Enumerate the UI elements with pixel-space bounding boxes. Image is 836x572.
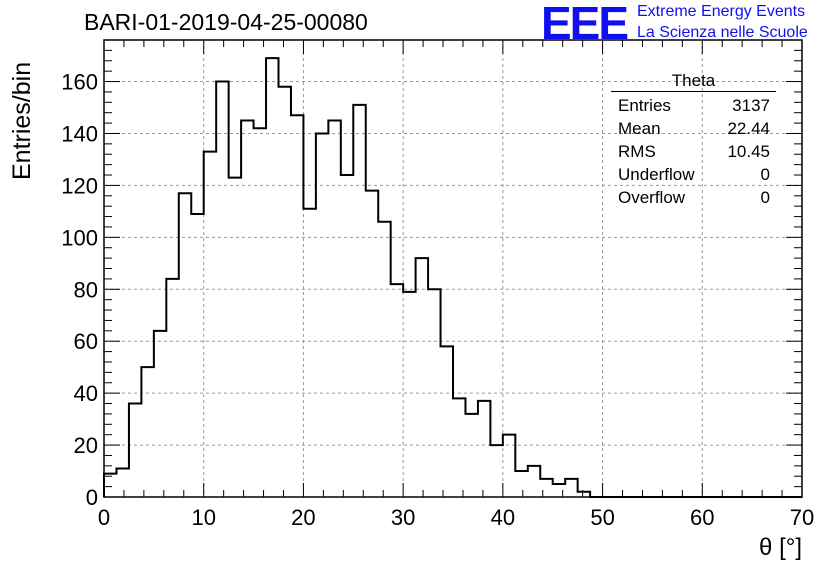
histogram-bin — [179, 193, 191, 497]
x-tick-label: 0 — [98, 505, 110, 530]
y-tick-label: 160 — [61, 70, 98, 95]
histogram-bin — [540, 479, 552, 497]
stats-row-underflow: Underflow 0 — [611, 163, 776, 186]
stats-row-rms: RMS 10.45 — [611, 140, 776, 163]
stats-row-overflow: Overflow 0 — [611, 186, 776, 209]
histogram-bin — [465, 414, 477, 497]
histogram-bin — [490, 445, 502, 497]
x-axis-label: θ [°] — [759, 534, 802, 561]
stats-label: Mean — [618, 119, 661, 138]
axes-frame — [103, 39, 803, 498]
histogram-bin — [403, 292, 415, 497]
x-tick-label: 40 — [491, 505, 515, 530]
tick-labels: 0 10 20 30 40 50 60 70 0 20 40 60 80 100 120 140 160 — [61, 70, 814, 530]
histogram-bin — [166, 279, 178, 497]
histogram-bin — [316, 133, 328, 497]
histogram-bin — [441, 346, 453, 497]
x-tick-label: 20 — [291, 505, 315, 530]
histogram-bin — [141, 367, 153, 497]
stats-label: Overflow — [618, 188, 686, 207]
stats-value: 3137 — [732, 96, 770, 115]
histogram-bin — [378, 222, 390, 497]
histogram-bin — [104, 474, 116, 497]
histogram-bin — [341, 175, 353, 497]
histogram-bin — [503, 435, 515, 497]
histogram-bin — [528, 466, 540, 497]
y-tick-label: 80 — [74, 277, 98, 302]
stats-title: Theta — [611, 72, 776, 92]
histogram-bin — [229, 178, 241, 497]
eee-logo: EEE — [541, 0, 629, 49]
stats-value: 0 — [760, 165, 770, 184]
stats-value: 0 — [760, 188, 770, 207]
histogram-bin — [191, 214, 203, 497]
histogram-bin — [453, 398, 465, 497]
histogram-bin — [116, 468, 128, 497]
stats-box: Theta Entries 3137 Mean 22.44 RMS 10.45 … — [611, 72, 776, 209]
y-tick-label: 20 — [74, 433, 98, 458]
histogram-bin — [129, 404, 141, 497]
chart-title: BARI-01-2019-04-25-00080 — [84, 9, 368, 35]
y-tick-label: 60 — [74, 329, 98, 354]
y-tick-label: 0 — [86, 485, 98, 510]
histogram-bin — [553, 484, 565, 497]
histogram-bin — [291, 115, 303, 497]
stats-row-entries: Entries 3137 — [611, 94, 776, 117]
x-tick-label: 60 — [690, 505, 714, 530]
stats-label: Entries — [618, 96, 671, 115]
histogram-bin — [353, 105, 365, 497]
stats-value: 10.45 — [727, 142, 770, 161]
histogram-bin — [478, 401, 490, 497]
stats-value: 22.44 — [727, 119, 770, 138]
stats-label: RMS — [618, 142, 656, 161]
histogram-bin — [279, 87, 291, 497]
histogram-bin — [303, 209, 315, 497]
histogram-bin — [154, 331, 166, 497]
x-tick-label: 70 — [790, 505, 814, 530]
histogram-bin — [416, 258, 428, 497]
x-tick-label: 10 — [191, 505, 215, 530]
histogram-bin — [391, 284, 403, 497]
x-tick-label: 30 — [391, 505, 415, 530]
y-tick-label: 140 — [61, 121, 98, 146]
histogram-bin — [241, 120, 253, 497]
histogram-bin — [254, 128, 266, 497]
histogram-bin — [515, 471, 527, 497]
histogram-bin — [266, 58, 278, 497]
stats-label: Underflow — [618, 165, 695, 184]
histogram-bin — [366, 191, 378, 497]
histogram-bin — [328, 120, 340, 497]
y-axis-label: Entries/bin — [8, 61, 36, 180]
stats-row-mean: Mean 22.44 — [611, 117, 776, 140]
y-tick-label: 120 — [61, 173, 98, 198]
y-tick-label: 40 — [74, 381, 98, 406]
x-tick-label: 50 — [590, 505, 614, 530]
histogram-bin — [565, 479, 577, 497]
logo-text-line-2: La Scienza nelle Scuole — [637, 24, 808, 41]
logo-text-line-1: Extreme Energy Events — [637, 3, 806, 20]
y-tick-label: 100 — [61, 225, 98, 250]
